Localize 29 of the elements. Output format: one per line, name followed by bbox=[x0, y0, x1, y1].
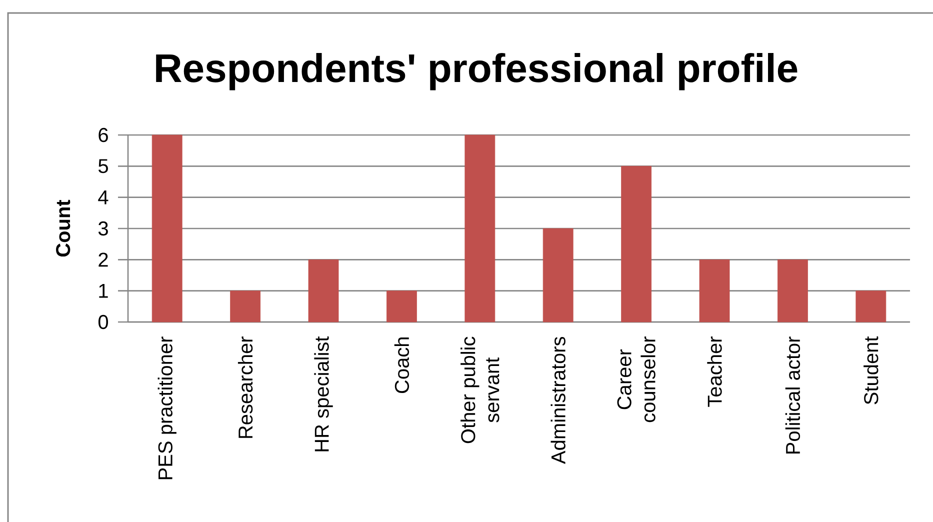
bar bbox=[464, 134, 496, 322]
y-tick-label: 1 bbox=[99, 284, 108, 298]
x-tick-label: Administrators bbox=[550, 336, 566, 464]
y-tick-label: 0 bbox=[98, 314, 108, 330]
bar bbox=[542, 228, 574, 322]
bar bbox=[778, 259, 808, 322]
y-axis-title: Count bbox=[56, 200, 70, 257]
x-tick-label: Student bbox=[864, 336, 878, 404]
chart-title: Respondents' professional profile bbox=[156, 53, 798, 90]
x-tick-label: Political actor bbox=[785, 336, 800, 454]
y-tick-label: 3 bbox=[98, 221, 108, 236]
bar bbox=[856, 290, 886, 322]
y-tick-label: 6 bbox=[98, 128, 108, 142]
y-tick-label: 4 bbox=[98, 190, 108, 204]
y-tick-label: 5 bbox=[98, 159, 108, 174]
bar bbox=[699, 259, 730, 322]
bar bbox=[308, 259, 339, 322]
bar bbox=[230, 290, 261, 322]
x-tick-label: Teacher bbox=[707, 336, 722, 407]
x-tick-label: HR specialist bbox=[314, 336, 333, 452]
bar bbox=[386, 290, 417, 322]
x-tick-label: Other public servant bbox=[460, 336, 500, 444]
x-tick-label: PES practitioner bbox=[158, 336, 176, 480]
y-tick-label: 2 bbox=[98, 252, 108, 267]
x-tick-label: Researcher bbox=[238, 336, 253, 438]
x-tick-label: Coach bbox=[394, 338, 410, 393]
x-tick-label: Career counselor bbox=[617, 336, 656, 422]
bar bbox=[621, 166, 652, 322]
bar bbox=[152, 134, 182, 322]
